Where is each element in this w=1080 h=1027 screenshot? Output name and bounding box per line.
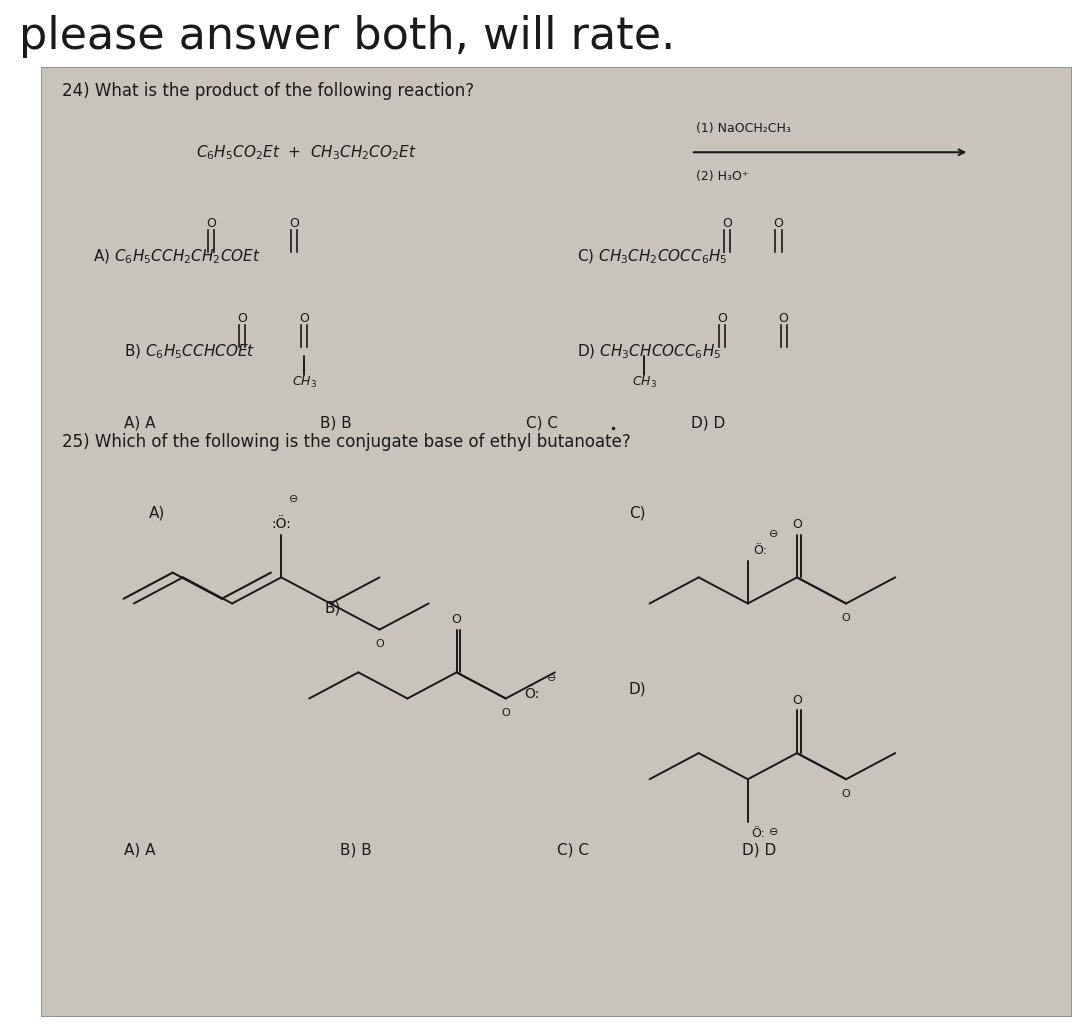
Text: (2) H₃O⁺: (2) H₃O⁺ [696, 169, 748, 183]
Text: C): C) [629, 505, 646, 521]
Text: B): B) [325, 601, 341, 616]
Text: please answer both, will rate.: please answer both, will rate. [19, 15, 676, 59]
Text: A) $C_6H_5CCH_2CH_2COEt$: A) $C_6H_5CCH_2CH_2COEt$ [93, 248, 260, 266]
Text: O: O [841, 613, 850, 623]
Text: $CH_3$: $CH_3$ [632, 375, 657, 389]
Text: C) C: C) C [557, 843, 589, 858]
Text: :Ö:: :Ö: [271, 517, 292, 531]
Text: Ö:: Ö: [524, 687, 540, 700]
Text: B) $C_6H_5CCHCOEt$: B) $C_6H_5CCHCOEt$ [123, 343, 255, 360]
Text: O: O [299, 312, 309, 325]
Text: O: O [779, 312, 788, 325]
Text: A): A) [149, 505, 165, 521]
Text: B) B: B) B [340, 843, 372, 858]
Text: O: O [792, 518, 801, 531]
Text: O: O [841, 789, 850, 799]
Text: D) $CH_3CHCOCC_6H_5$: D) $CH_3CHCOCC_6H_5$ [578, 343, 721, 360]
Text: O: O [773, 217, 783, 230]
Text: ⊖: ⊖ [289, 494, 298, 504]
Text: (1) NaOCH₂CH₃: (1) NaOCH₂CH₃ [696, 122, 791, 135]
Text: D): D) [629, 682, 647, 696]
Text: $CH_3$: $CH_3$ [292, 375, 316, 389]
Text: 25) Which of the following is the conjugate base of ethyl butanoate?: 25) Which of the following is the conjug… [62, 433, 631, 451]
Text: ⊖: ⊖ [548, 673, 557, 683]
Text: O: O [238, 312, 247, 325]
Text: O: O [501, 708, 510, 718]
Text: B) B: B) B [320, 416, 351, 430]
Text: O: O [717, 312, 727, 325]
Text: O: O [375, 639, 383, 649]
Text: O: O [206, 217, 216, 230]
Text: ⊖: ⊖ [769, 827, 779, 837]
Text: Ö:: Ö: [753, 544, 767, 557]
FancyBboxPatch shape [41, 67, 1072, 1017]
Text: 24) What is the product of the following reaction?: 24) What is the product of the following… [62, 81, 474, 100]
Text: C) $CH_3CH_2COCC_6H_5$: C) $CH_3CH_2COCC_6H_5$ [578, 248, 728, 266]
Text: O: O [792, 693, 801, 707]
Text: $C_6H_5CO_2Et$  +  $CH_3CH_2CO_2Et$: $C_6H_5CO_2Et$ + $CH_3CH_2CO_2Et$ [195, 143, 417, 161]
Text: ⊖: ⊖ [769, 529, 779, 539]
Text: D) D: D) D [691, 416, 725, 430]
Text: O: O [723, 217, 732, 230]
Text: O: O [451, 613, 461, 625]
Text: D) D: D) D [742, 843, 777, 858]
Text: A) A: A) A [123, 416, 156, 430]
Text: O: O [288, 217, 299, 230]
Text: C) C: C) C [526, 416, 557, 430]
Text: Ö:: Ö: [751, 827, 765, 840]
Text: A) A: A) A [123, 843, 156, 858]
